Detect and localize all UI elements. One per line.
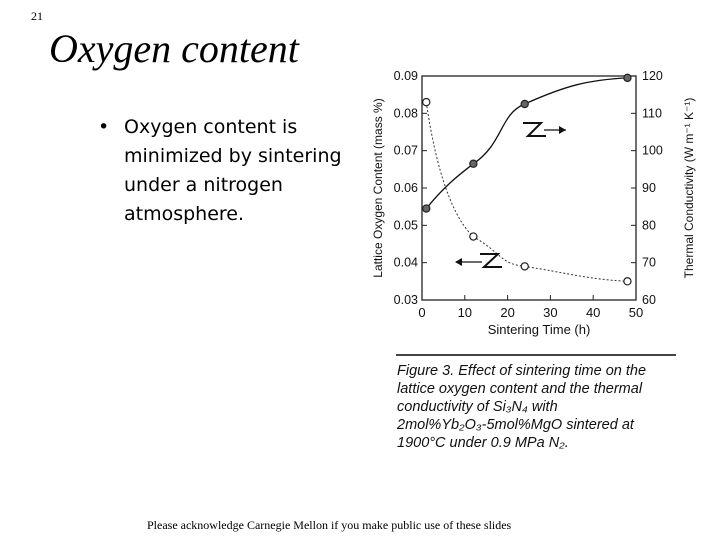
x-axis-label: Sintering Time (h) (488, 322, 591, 337)
conductivity-curve (425, 77, 628, 209)
conductivity-data-point (623, 73, 632, 83)
footer-note: Please acknowledge Carnegie Mellon if yo… (147, 518, 512, 532)
y-right-tick-label: 120 (642, 69, 663, 83)
right-arrow-head-icon (559, 126, 566, 134)
y-right-tick-label: 80 (642, 218, 656, 232)
x-tick-label: 30 (543, 305, 557, 320)
y-left-axis-label: Lattice Oxygen Content (mass %) (371, 98, 385, 277)
oxygen-data-point (469, 232, 478, 241)
y-right-axis-label: Thermal Conductivity (W m⁻¹ K⁻¹) (682, 98, 696, 279)
oxygen-curve (425, 102, 628, 282)
bullet-text: Oxygen content is minimized by sintering… (124, 116, 342, 225)
y-left-tick-label: 0.04 (394, 256, 418, 270)
y-left-tick-label: 0.03 (394, 293, 418, 307)
conductivity-data-point (422, 204, 431, 213)
conductivity-data-point (469, 159, 478, 168)
y-left-tick-label: 0.09 (394, 69, 418, 83)
oxygen-data-point (520, 262, 529, 271)
slide-title: Oxygen content (49, 26, 299, 71)
x-tick-label: 40 (586, 305, 600, 320)
caption-divider (396, 354, 676, 356)
y-left-tick-label: 0.06 (394, 181, 418, 195)
bullet-list: • Oxygen content is minimized by sinteri… (94, 113, 364, 229)
y-right-tick-label: 60 (642, 293, 656, 307)
figure-caption: Figure 3. Effect of sintering time on th… (397, 363, 647, 451)
x-tick-label: 20 (500, 305, 514, 320)
x-tick-label: 0 (418, 305, 425, 320)
z-glyph-icon (480, 253, 502, 268)
slide-number: 21 (31, 9, 43, 23)
conductivity-data-point (520, 99, 529, 109)
y-left-tick-label: 0.05 (394, 218, 418, 232)
oxygen-data-point (422, 97, 431, 107)
y-right-tick-label: 90 (642, 181, 656, 195)
oxygen-data-point (623, 277, 632, 286)
bullet-dot-icon: • (98, 116, 110, 138)
x-tick-label: 10 (458, 305, 472, 320)
y-right-tick-label: 70 (642, 256, 656, 270)
y-right-tick-label: 110 (642, 106, 662, 120)
y-left-tick-label: 0.07 (394, 144, 418, 158)
chart: 0 10 20 30 40 50 0.03 0.04 0.05 0.06 0.07 0.08 0.09 6… (371, 69, 696, 337)
plot-frame (421, 75, 637, 301)
bullet-item: • Oxygen content is minimized by sinteri… (94, 113, 364, 229)
left-arrow-head-icon (455, 258, 462, 266)
x-tick-label: 50 (629, 305, 643, 320)
y-right-tick-label: 100 (642, 144, 663, 158)
y-left-tick-label: 0.08 (394, 106, 418, 120)
z-glyph-icon (523, 122, 546, 137)
